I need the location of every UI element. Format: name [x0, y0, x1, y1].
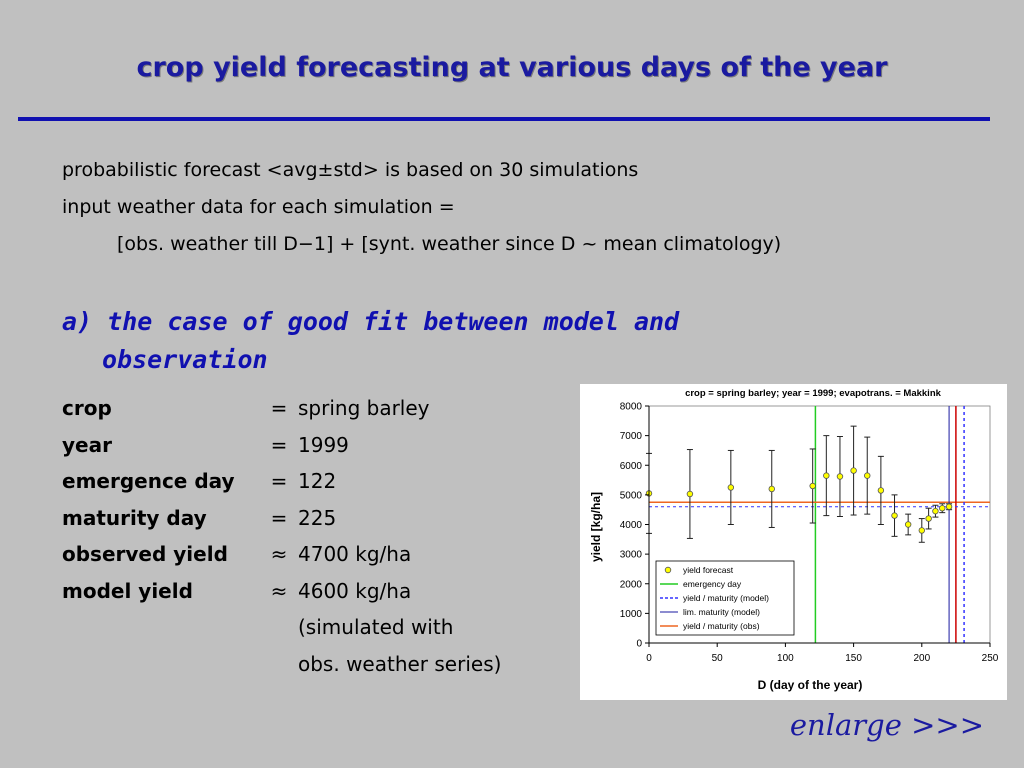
yield-forecast-chart: crop = spring barley; year = 1999; evapo…	[580, 384, 1007, 700]
legend-label: yield / maturity (model)	[683, 593, 769, 603]
fact-label: observed yield	[62, 542, 228, 567]
title-underline	[18, 117, 990, 121]
fact-row-maturity-day: maturity day = 225	[62, 500, 501, 537]
fact-operator: =	[270, 432, 288, 457]
legend-symbol-forecast	[664, 566, 672, 574]
forecast-point	[836, 473, 844, 480]
forecast-point	[877, 487, 885, 494]
forecast-point	[904, 521, 912, 528]
fact-operator: =	[270, 469, 288, 494]
fact-operator: ≈	[270, 578, 288, 603]
chart-legend: yield forecast emergency day yield / matur…	[655, 560, 795, 636]
fact-value: 122	[298, 469, 337, 494]
fact-label: model yield	[62, 578, 193, 603]
forecast-point	[918, 527, 925, 534]
fact-label: year	[62, 432, 112, 457]
legend-box	[655, 560, 795, 636]
fact-value: 4600 kg/ha	[298, 578, 412, 603]
x-tick-label: 200	[913, 653, 930, 664]
x-tick-label: 250	[982, 653, 999, 664]
fact-row-emergence-day: emergence day = 122	[62, 463, 501, 500]
enlarge-link[interactable]: enlarge >>>	[790, 708, 984, 742]
legend-label: lim. maturity (model)	[683, 607, 760, 617]
y-tick-label: 5000	[620, 490, 643, 501]
forecast-point	[727, 484, 735, 491]
y-tick-label: 0	[636, 639, 642, 650]
case-heading-line2: observation	[102, 345, 268, 374]
forecast-point	[823, 472, 830, 479]
y-axis-label: yield [kg/ha]	[589, 492, 603, 562]
chart-title: crop = spring barley; year = 1999; evapo…	[685, 388, 942, 399]
fact-row-note-2: obs. weather series)	[62, 646, 501, 683]
fact-row-year: year = 1999	[62, 427, 501, 464]
fact-label: crop	[62, 396, 112, 421]
chart-svg: crop = spring barley; year = 1999; evapo…	[589, 388, 999, 692]
forecast-point	[925, 515, 932, 522]
x-tick-label: 0	[646, 653, 652, 664]
fact-value: 4700 kg/ha	[298, 542, 412, 567]
legend-label: yield / maturity (obs)	[683, 621, 760, 631]
fact-value: obs. weather series)	[298, 651, 502, 676]
fact-value: 1999	[298, 432, 349, 457]
fact-value: 225	[298, 505, 337, 530]
fact-operator: =	[270, 396, 288, 421]
case-heading: a) the case of good fit between model an…	[62, 303, 822, 379]
forecast-point	[809, 482, 816, 490]
fact-label: maturity day	[62, 505, 207, 530]
y-tick-label: 4000	[620, 520, 643, 531]
case-heading-line1: a) the case of good fit between model an…	[62, 307, 680, 336]
x-axis-label: D (day of the year)	[758, 678, 863, 692]
fact-row-note-1: (simulated with	[62, 609, 501, 646]
fact-row-crop: crop = spring barley	[62, 390, 501, 427]
fact-value: (simulated with	[298, 615, 454, 640]
forecast-point	[686, 490, 694, 498]
fact-operator: ≈	[270, 542, 288, 567]
enlarge-text: enlarge	[789, 708, 902, 742]
y-tick-label: 2000	[620, 579, 643, 590]
fact-operator: =	[270, 505, 288, 530]
y-tick-label: 6000	[620, 461, 643, 472]
x-tick-label: 150	[845, 653, 862, 664]
forecast-point	[932, 507, 939, 515]
enlarge-arrows: >>>	[911, 708, 984, 742]
forecast-point	[891, 512, 898, 519]
fact-label: emergence day	[62, 469, 235, 494]
fact-value: spring barley	[298, 396, 430, 421]
x-tick-label: 100	[777, 653, 794, 664]
forecast-point	[945, 503, 953, 510]
forecast-point	[864, 472, 871, 479]
forecast-point	[939, 505, 946, 512]
facts-table: crop = spring barley year = 1999 emergen…	[62, 390, 501, 682]
forecast-point	[768, 485, 775, 493]
intro-text: probabilistic forecast <avg±std> is base…	[62, 152, 781, 263]
y-tick-label: 7000	[620, 431, 643, 442]
intro-line-forecast: probabilistic forecast <avg±std> is base…	[62, 159, 639, 181]
y-tick-label: 8000	[620, 402, 643, 413]
x-tick-label: 50	[712, 653, 724, 664]
legend-label: yield forecast	[683, 565, 734, 575]
y-tick-label: 1000	[620, 609, 643, 620]
legend-label: emergency day	[683, 579, 742, 589]
fact-row-model-yield: model yield ≈ 4600 kg/ha	[62, 573, 501, 610]
forecast-point	[850, 467, 857, 474]
fact-row-observed-yield: observed yield ≈ 4700 kg/ha	[62, 536, 501, 573]
y-tick-label: 3000	[620, 550, 643, 561]
page-title: crop yield forecasting at various days o…	[136, 52, 888, 83]
intro-line-formula: [obs. weather till D−1] + [synt. weather…	[117, 233, 782, 255]
intro-line-input: input weather data for each simulation =	[62, 196, 455, 218]
